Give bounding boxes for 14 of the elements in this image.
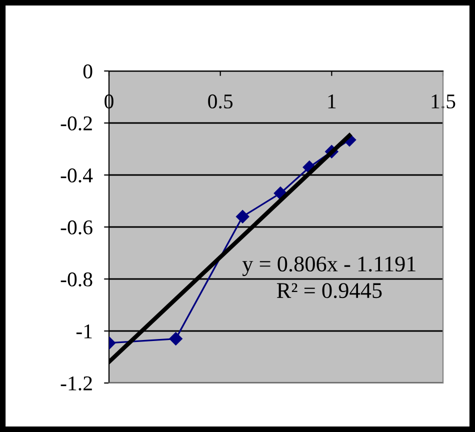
y-tick-label: -0.6 xyxy=(60,220,92,235)
annotation: R² = 0.9445 xyxy=(276,283,382,298)
annotation: y = 0.806x - 1.1191 xyxy=(242,256,416,276)
y-tick-label: -0.4 xyxy=(60,168,93,183)
point xyxy=(236,210,250,224)
x-tick-label: 1 xyxy=(328,94,336,108)
x-tick-label: 1.5 xyxy=(432,94,456,109)
y-tick-label: -1.2 xyxy=(60,376,92,391)
y-tick-label: -0.8 xyxy=(60,272,92,287)
y-tick-label: 0 xyxy=(83,64,92,78)
x-tick-label: 0.5 xyxy=(208,94,233,109)
y-tick-label: -0.2 xyxy=(60,116,92,131)
point xyxy=(169,332,182,346)
y-tick-label: -1 xyxy=(76,324,92,338)
